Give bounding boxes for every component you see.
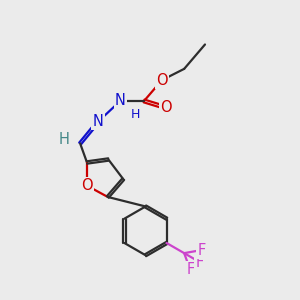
Text: F: F [186, 262, 194, 278]
Text: O: O [81, 178, 93, 193]
Text: H: H [58, 131, 69, 146]
Text: H: H [130, 108, 140, 121]
Text: O: O [160, 100, 172, 115]
Text: F: F [196, 255, 204, 270]
Text: F: F [198, 242, 206, 257]
Text: O: O [156, 73, 168, 88]
Text: N: N [115, 94, 126, 109]
Text: N: N [92, 114, 104, 129]
